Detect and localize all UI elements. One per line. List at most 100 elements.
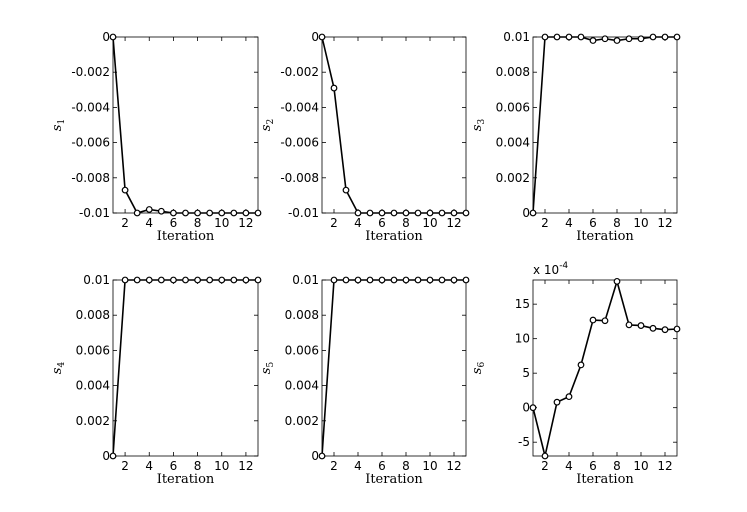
x-tick-label: 6 [170,459,178,473]
x-axis-label: Iteration [576,472,634,487]
data-point [145,276,153,284]
y-axis-label: s2 [259,119,276,131]
y-tick-label: -0.006 [71,136,110,150]
data-point [342,186,350,194]
x-tick-label: 6 [589,216,597,230]
x-tick-label: 10 [633,459,648,473]
y-axis-label: s3 [470,119,487,132]
data-point [366,276,374,284]
y-tick-label: 0.002 [285,414,319,428]
y-axis-label-symbol: s [50,124,65,131]
y-tick-label: 0 [311,30,319,44]
data-point [450,209,458,217]
y-axis-label-symbol: s [470,367,485,374]
data-point [330,84,338,92]
data-point [242,276,250,284]
x-tick-label: 2 [330,459,338,473]
x-tick-label: 2 [541,216,549,230]
x-tick-label: 4 [145,459,153,473]
data-point [218,209,226,217]
data-point [366,209,374,217]
data-point [145,206,153,213]
data-point [565,33,573,41]
data-point [541,452,549,460]
x-tick-label: 10 [214,459,229,473]
y-tick-label: 0.002 [76,414,110,428]
y-tick-label: -0.01 [79,206,110,220]
data-point [637,322,645,329]
x-tick-label: 8 [613,216,621,230]
x-tick-label: 12 [657,459,672,473]
data-point [157,207,165,215]
data-point [661,33,669,41]
y-axis-label-subscript: 3 [477,119,487,125]
x-axis-label: Iteration [157,229,215,244]
x-tick-label: 2 [541,459,549,473]
data-point [157,276,165,284]
y-tick-label: 0.004 [285,379,319,393]
data-point [462,276,470,284]
data-point [206,276,214,284]
plot-frame [532,36,678,214]
data-point [553,398,561,406]
y-tick-label: 0.004 [496,136,530,150]
data-point [354,276,362,284]
series-line [321,279,466,457]
series-line [112,279,258,457]
subplot-s5: 2 4 6 8 10 12 0 0.002 0.004 0.006 0.008 0.01 Iterati… [259,273,470,487]
x-tick-label: 10 [422,216,437,230]
data-point [414,209,422,217]
y-axis-label-subscript: 4 [57,362,67,368]
data-point [194,209,201,217]
data-point [577,33,585,41]
data-point [601,35,609,43]
y-tick-label: 0 [311,449,319,463]
plot-frame [112,279,259,457]
y-tick-label: -0.008 [280,171,319,185]
data-point [109,33,117,41]
y-axis-label: s4 [50,362,67,375]
y-axis-label-subscript: 1 [57,119,67,125]
data-point [330,276,338,284]
data-point [390,276,398,284]
y-tick-label: -0.002 [280,65,319,79]
series-line [532,278,678,457]
data-point [589,37,597,44]
y-axis-label-symbol: s [50,367,65,374]
x-tick-label: 4 [354,216,362,230]
plot-frame [532,279,678,457]
y-tick-label: 5 [522,366,530,380]
data-point [649,324,657,332]
subplot-s4: 2 4 6 8 10 12 0 0.002 0.004 0.006 0.008 0.01 Iterati… [50,273,262,487]
data-point [342,276,350,284]
y-tick-label: 0.008 [496,65,530,79]
data-point [402,276,410,284]
data-point [613,277,621,285]
x-tick-label: 12 [238,459,253,473]
y-axis-label: s1 [50,119,67,131]
data-point [354,209,362,217]
y-tick-label: -0.004 [280,100,319,114]
series-line [321,36,466,214]
x-tick-label: 4 [354,459,362,473]
data-point [182,276,189,284]
y-tick-label: 0 [102,30,110,44]
data-point [230,276,238,284]
data-point [218,276,226,284]
y-tick-label: 0.01 [292,273,319,287]
y-axis-label-symbol: s [259,124,274,131]
data-point [378,276,386,284]
x-tick-label: 10 [214,216,229,230]
data-point [462,209,470,217]
y-tick-label: -5 [518,435,530,449]
data-point [625,321,633,329]
y-axis-label: s6 [470,362,487,375]
y-tick-label: 0.006 [285,343,319,357]
data-point [170,276,177,284]
y-tick-label: 0.002 [496,171,530,185]
data-point [450,276,458,284]
data-point [625,35,633,43]
data-point [242,209,250,217]
data-point [637,35,645,43]
y-axis-label-subscript: 5 [266,362,276,368]
